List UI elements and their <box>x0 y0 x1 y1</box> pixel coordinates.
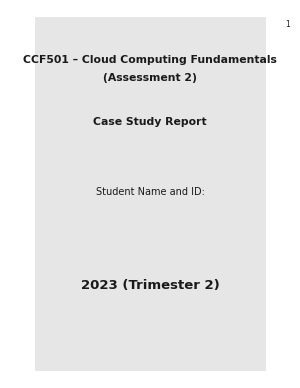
Text: CCF501 – Cloud Computing Fundamentals: CCF501 – Cloud Computing Fundamentals <box>23 55 277 65</box>
Bar <box>34 17 266 371</box>
Text: (Assessment 2): (Assessment 2) <box>103 73 197 83</box>
Text: Case Study Report: Case Study Report <box>93 117 207 127</box>
Text: 1: 1 <box>285 20 290 29</box>
Text: 2023 (Trimester 2): 2023 (Trimester 2) <box>81 279 219 292</box>
Text: Student Name and ID:: Student Name and ID: <box>96 187 204 197</box>
